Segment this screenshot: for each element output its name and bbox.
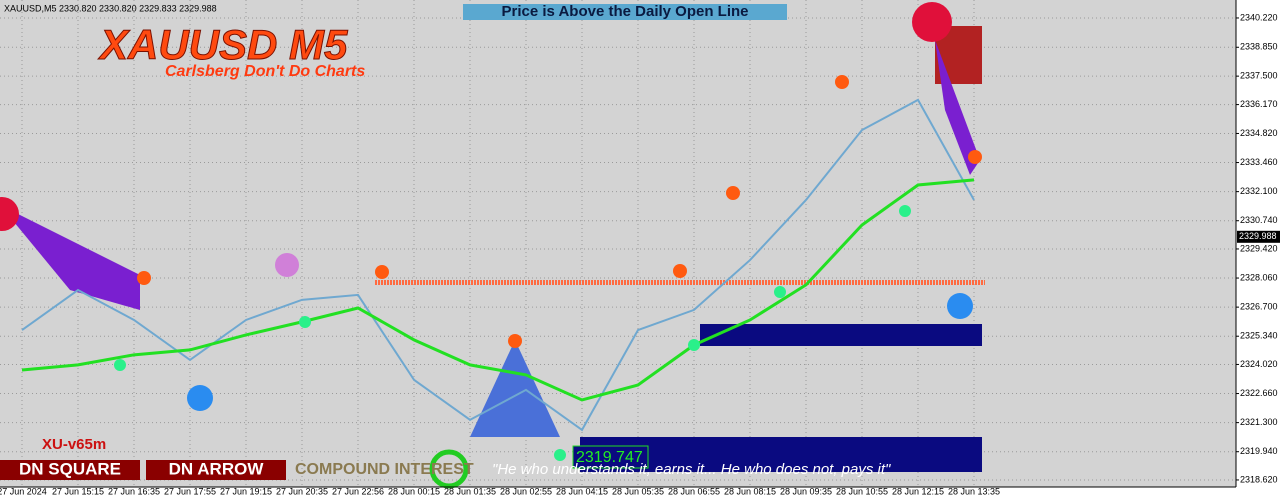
y-tick-label: 2324.020 xyxy=(1240,359,1278,369)
x-tick-label: 27 Jun 16:35 xyxy=(108,486,160,496)
button[interactable] xyxy=(146,460,286,480)
series-line xyxy=(21,178,975,402)
zone xyxy=(700,324,982,346)
low-label: 2319.747 xyxy=(576,449,643,466)
x-tick-label: 28 Jun 00:15 xyxy=(388,486,440,496)
x-tick-label: 27 Jun 19:15 xyxy=(220,486,272,496)
current-price: 2329.988 xyxy=(1239,231,1277,241)
y-tick-label: 2326.700 xyxy=(1240,302,1278,312)
button[interactable] xyxy=(0,460,140,480)
x-tick-label: 28 Jun 05:35 xyxy=(612,486,664,496)
quote: "He who understands it, earns it... He w… xyxy=(492,461,891,478)
button-label[interactable]: DN ARROW xyxy=(169,459,265,478)
compound: COMPOUND INTEREST xyxy=(295,461,474,478)
y-tick-label: 2334.820 xyxy=(1240,128,1278,138)
y-tick-label: 2322.660 xyxy=(1240,388,1278,398)
wedge xyxy=(470,340,560,437)
x-tick-label: 28 Jun 04:15 xyxy=(556,486,608,496)
signal-circle xyxy=(187,385,213,411)
x-tick-label: 28 Jun 01:35 xyxy=(444,486,496,496)
x-tick-label: 28 Jun 13:35 xyxy=(948,486,1000,496)
indicator-name: XU-v65m xyxy=(42,436,106,453)
signal-circle xyxy=(912,2,952,42)
axis-bg xyxy=(1236,0,1280,501)
y-tick-label: 2337.500 xyxy=(1240,71,1278,81)
signal-circle xyxy=(429,449,469,489)
x-tick-label: 28 Jun 06:55 xyxy=(668,486,720,496)
chart-title: XAUUSD M5 xyxy=(98,21,348,68)
x-tick-label: 28 Jun 08:15 xyxy=(724,486,776,496)
x-tick-label: 27 Jun 20:35 xyxy=(276,486,328,496)
dots xyxy=(114,205,911,461)
header: XAUUSD,M5 2330.820 2330.820 2329.833 232… xyxy=(4,3,217,13)
x-tick-label: 28 Jun 02:55 xyxy=(500,486,552,496)
wedge xyxy=(935,40,980,175)
x-tick-label: 28 Jun 10:55 xyxy=(836,486,888,496)
y-tick-label: 2336.170 xyxy=(1240,99,1278,109)
y-tick-label: 2333.460 xyxy=(1240,157,1278,167)
y-tick-label: 2325.340 xyxy=(1240,331,1278,341)
banner-bg xyxy=(463,4,787,20)
y-tick-label: 2338.850 xyxy=(1240,42,1278,52)
current-price-box xyxy=(1237,230,1280,243)
y-tick-label: 2330.740 xyxy=(1240,215,1278,225)
signal-circle xyxy=(275,253,299,277)
x-tick-label: 27 Jun 22:56 xyxy=(332,486,384,496)
x-tick-label: 28 Jun 09:35 xyxy=(780,486,832,496)
signal-circle xyxy=(0,197,19,231)
y-tick-label: 2319.940 xyxy=(1240,446,1278,456)
signal-circle xyxy=(947,293,973,319)
dots xyxy=(137,75,982,348)
series-line xyxy=(21,98,975,432)
wedge xyxy=(0,205,140,310)
y-tick-label: 2321.300 xyxy=(1240,417,1278,427)
x-tick-label: 27 Jun 17:55 xyxy=(164,486,216,496)
banner: Price is Above the Daily Open Line xyxy=(501,3,748,20)
chart-subtitle: Carlsberg Don't Do Charts xyxy=(165,63,365,80)
x-tick-label: 27 Jun 2024 xyxy=(0,486,47,496)
button-label[interactable]: DN SQUARE xyxy=(19,459,121,478)
x-tick-label: 28 Jun 12:15 xyxy=(892,486,944,496)
y-tick-label: 2340.220 xyxy=(1240,12,1278,22)
y-tick-label: 2332.100 xyxy=(1240,186,1278,196)
plot xyxy=(21,98,985,432)
x-tick-label: 27 Jun 15:15 xyxy=(52,486,104,496)
y-tick-label: 2329.420 xyxy=(1240,243,1278,253)
low-label-box xyxy=(572,445,649,469)
y-tick-label: 2318.620 xyxy=(1240,474,1278,484)
y-tick-label: 2328.060 xyxy=(1240,272,1278,282)
